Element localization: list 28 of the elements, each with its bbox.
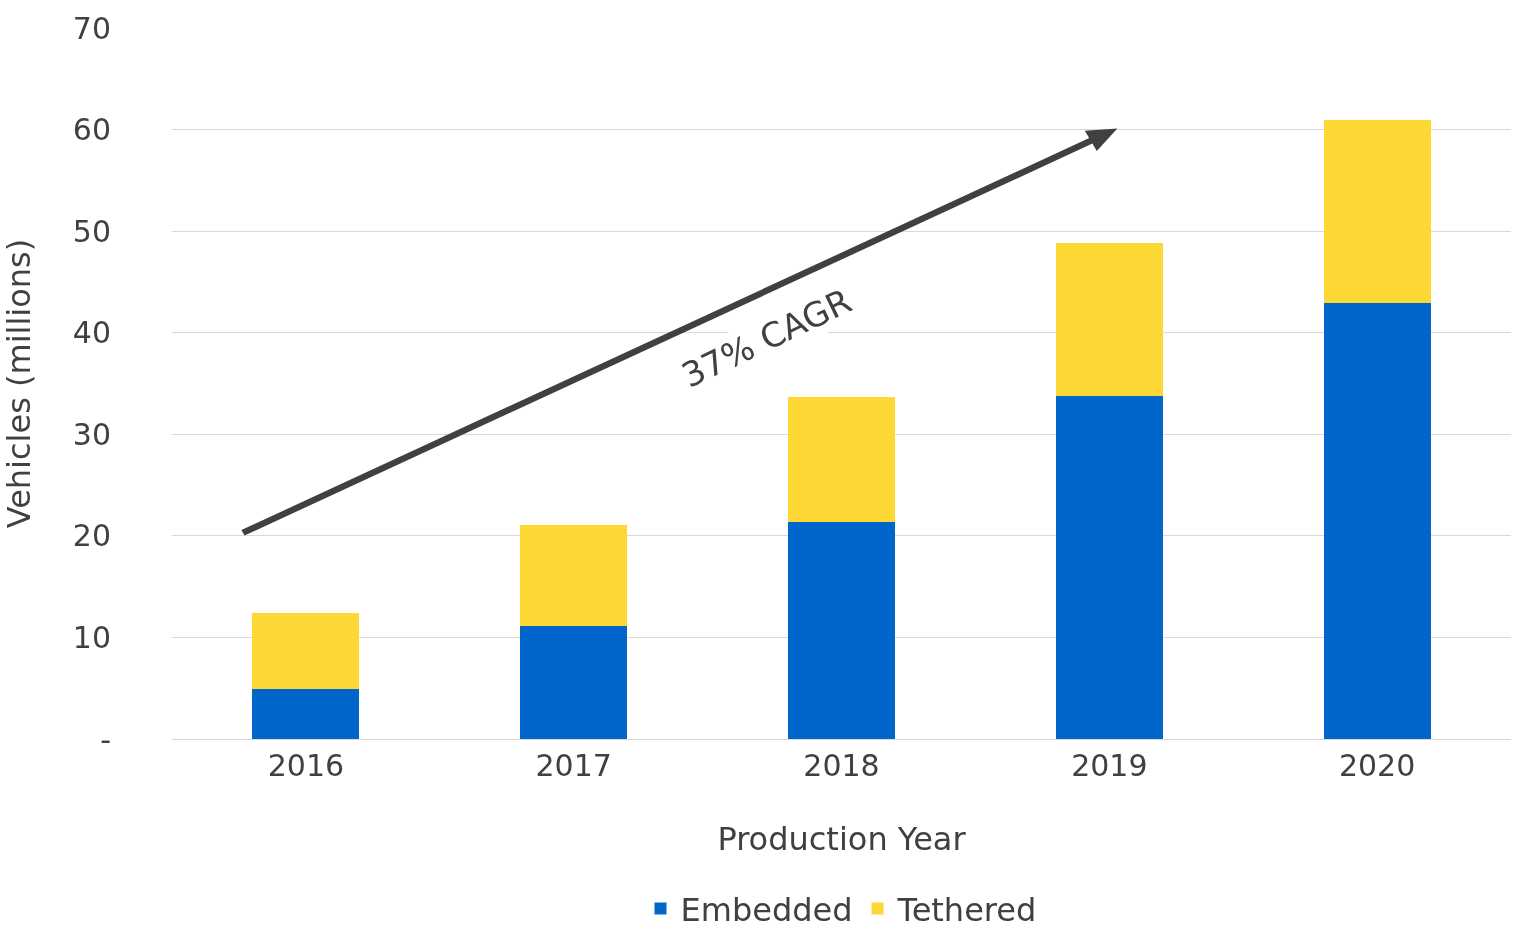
x-tick-label: 2016 [267, 748, 345, 783]
bar [787, 521, 896, 739]
bar [520, 626, 628, 739]
bar [787, 396, 896, 522]
x-tick-label: 2018 [803, 748, 880, 783]
bar [1323, 120, 1431, 304]
annotation: 37% CAGR [675, 280, 858, 396]
y-tick-label: 70 [72, 10, 111, 46]
x-axis-title: Production Year [717, 819, 967, 858]
x-tick-label: 2020 [1338, 748, 1416, 783]
bar [252, 689, 360, 739]
bar [520, 524, 628, 627]
x-tick-label: 2017 [535, 748, 612, 783]
y-axis-title: Vehicles (millions) [0, 238, 38, 529]
bar [252, 613, 360, 690]
y-tick-label: - [100, 721, 111, 757]
legend-label: Embedded [680, 890, 853, 929]
y-tick-label: 40 [72, 315, 111, 351]
y-tick-label: 20 [72, 518, 111, 554]
y-tick-label: 10 [72, 619, 111, 655]
y-tick-label: 50 [72, 213, 111, 249]
bar [1055, 395, 1163, 739]
y-tick-label: 30 [72, 416, 111, 452]
x-tick-label: 2019 [1071, 748, 1148, 783]
bar [1323, 303, 1431, 739]
y-tick-label: 60 [72, 112, 111, 148]
legend-label: Tethered [896, 890, 1037, 929]
bar [1055, 243, 1163, 396]
